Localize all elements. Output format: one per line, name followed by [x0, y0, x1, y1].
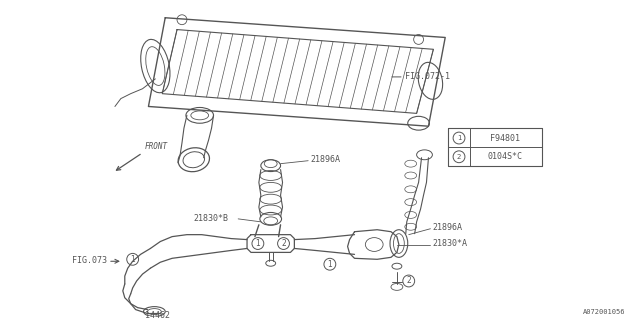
Text: FIG.073: FIG.073 [72, 256, 107, 265]
Text: 14462: 14462 [145, 311, 170, 320]
Text: 1: 1 [255, 239, 260, 248]
Text: 21830*A: 21830*A [433, 239, 467, 248]
Text: FIG.072-1: FIG.072-1 [404, 72, 450, 81]
Text: 1: 1 [457, 135, 461, 141]
Text: F94801: F94801 [490, 133, 520, 142]
Text: A072001056: A072001056 [583, 308, 626, 315]
Text: 1: 1 [131, 255, 135, 264]
Text: FRONT: FRONT [145, 142, 168, 151]
Text: 0104S*C: 0104S*C [488, 152, 523, 161]
Text: 2: 2 [406, 276, 411, 285]
Text: 21830*B: 21830*B [194, 214, 229, 223]
Text: 21896A: 21896A [433, 223, 462, 232]
Text: 21896A: 21896A [310, 155, 340, 164]
Text: 2: 2 [457, 154, 461, 160]
Text: 1: 1 [328, 260, 332, 269]
Text: 2: 2 [281, 239, 286, 248]
